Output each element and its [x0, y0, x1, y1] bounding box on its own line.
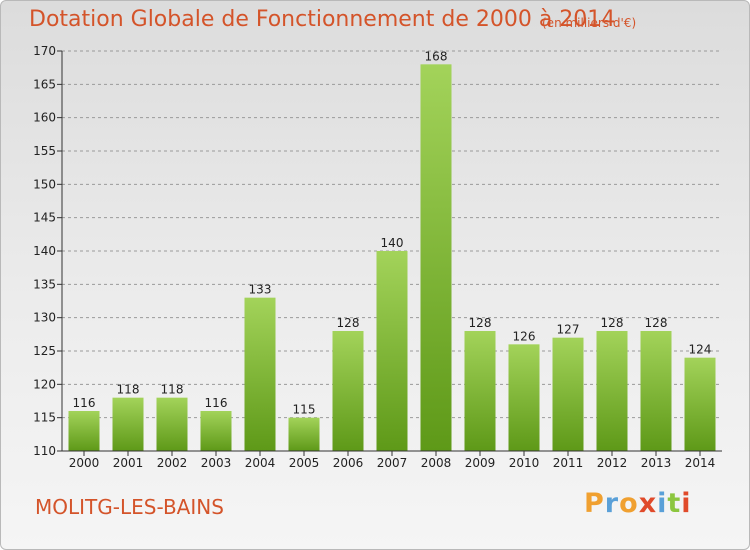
x-tick-label: 2002: [157, 456, 188, 470]
logo-letter: i: [681, 488, 692, 519]
y-tick-label: 110: [33, 444, 56, 458]
bar: [332, 331, 364, 451]
logo-letter: P: [584, 488, 605, 519]
y-tick-label: 115: [33, 411, 56, 425]
x-tick-label: 2014: [685, 456, 716, 470]
y-tick-label: 170: [33, 44, 56, 58]
bar: [68, 411, 100, 451]
value-label: 126: [513, 329, 536, 343]
bar: [376, 251, 408, 451]
value-label: 128: [337, 316, 360, 330]
bar: [288, 417, 320, 451]
x-tick-label: 2009: [465, 456, 496, 470]
value-label: 128: [601, 316, 624, 330]
x-tick-label: 2004: [245, 456, 276, 470]
x-tick-label: 2001: [113, 456, 144, 470]
value-label: 124: [689, 343, 712, 357]
y-tick-label: 125: [33, 344, 56, 358]
y-tick-label: 155: [33, 144, 56, 158]
value-label: 115: [293, 403, 316, 417]
x-tick-label: 2013: [641, 456, 672, 470]
y-tick-label: 165: [33, 77, 56, 91]
logo-letter: o: [619, 488, 639, 519]
x-axis: 2000 2001 2002 2003 2004 2005 2006 2007 2008 2009…: [69, 451, 716, 470]
logo-letter: i: [657, 488, 668, 519]
bar: [684, 357, 716, 451]
value-label: 127: [557, 323, 580, 337]
logo-letter: x: [638, 488, 658, 519]
bars: [68, 64, 716, 452]
x-tick-label: 2005: [289, 456, 320, 470]
y-tick-label: 120: [33, 377, 56, 391]
value-label: 118: [161, 383, 184, 397]
chart-title: Dotation Globale de Fonctionnement de 20…: [29, 7, 616, 32]
value-label: 128: [645, 316, 668, 330]
x-tick-label: 2007: [377, 456, 408, 470]
chart-subtitle: (en milliers d'€): [542, 16, 637, 30]
y-tick-label: 145: [33, 211, 56, 225]
bar: [244, 297, 276, 451]
y-tick-label: 135: [33, 277, 56, 291]
y-tick-label: 160: [33, 111, 56, 125]
x-tick-label: 2012: [597, 456, 628, 470]
x-tick-label: 2003: [201, 456, 232, 470]
x-tick-label: 2008: [421, 456, 452, 470]
bar: [640, 331, 672, 451]
bar: [464, 331, 496, 451]
value-label: 116: [73, 396, 96, 410]
bar: [112, 397, 144, 451]
x-tick-label: 2010: [509, 456, 540, 470]
value-label: 140: [381, 236, 404, 250]
value-label: 118: [117, 383, 140, 397]
proxiti-logo[interactable]: Proxiti: [584, 488, 692, 519]
value-label: 128: [469, 316, 492, 330]
value-labels: 116 118 118 116 133 115 128 140 168 128 126 127 128 1…: [73, 49, 712, 416]
y-axis: 110 115 120 125 130 135 140 145 150 155 160 165 170: [33, 44, 62, 458]
value-label: 168: [425, 49, 448, 63]
y-tick-label: 130: [33, 311, 56, 325]
bar: [596, 331, 628, 451]
x-tick-label: 2011: [553, 456, 584, 470]
bar: [156, 397, 188, 451]
y-tick-label: 140: [33, 244, 56, 258]
bar: [420, 64, 452, 452]
commune-name: MOLITG-LES-BAINS: [35, 495, 224, 519]
x-tick-label: 2000: [69, 456, 100, 470]
bar: [200, 411, 232, 451]
value-label: 116: [205, 396, 228, 410]
logo-letter: t: [667, 488, 682, 519]
bar: [508, 344, 540, 451]
x-tick-label: 2006: [333, 456, 364, 470]
bar: [552, 337, 584, 451]
y-tick-label: 150: [33, 177, 56, 191]
value-label: 133: [249, 283, 272, 297]
logo-letter: r: [604, 488, 620, 519]
